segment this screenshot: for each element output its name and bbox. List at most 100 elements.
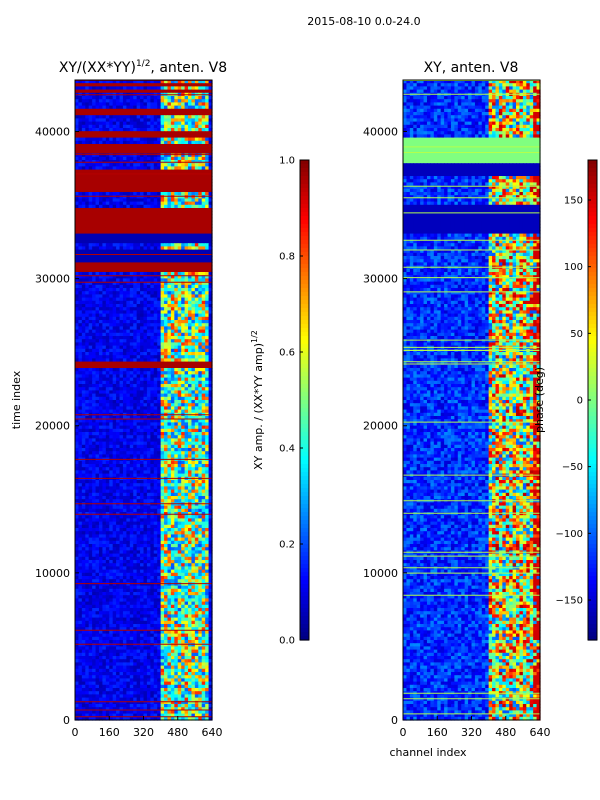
heatmap-cell <box>92 134 97 139</box>
heatmap-cell <box>143 105 148 110</box>
heatmap-cell <box>201 172 206 177</box>
heatmap-cell <box>140 236 145 241</box>
heatmap-cell <box>116 182 121 187</box>
heatmap-cell <box>109 396 114 401</box>
heatmap-cell <box>150 473 155 478</box>
heatmap-cell <box>95 208 100 212</box>
heatmap-cell <box>105 249 110 254</box>
heatmap-cell <box>184 441 189 446</box>
heatmap-cell <box>116 96 121 100</box>
heatmap-cell <box>75 336 80 340</box>
heatmap-cell <box>119 112 124 116</box>
heatmap-cell <box>194 99 199 103</box>
heatmap-cell <box>112 86 117 91</box>
heatmap-cell <box>105 275 110 279</box>
heatmap-cell <box>194 329 199 334</box>
heatmap-cell <box>81 323 86 327</box>
heatmap-cell <box>95 278 100 283</box>
heatmap-cell <box>150 470 155 475</box>
heatmap-cell <box>194 121 199 126</box>
heatmap-cell <box>75 96 80 100</box>
heatmap-cell <box>167 272 172 276</box>
heatmap-cell <box>78 396 83 401</box>
heatmap-cell <box>174 329 179 334</box>
heatmap-cell <box>140 281 145 286</box>
heatmap-cell <box>181 374 186 379</box>
heatmap-cell <box>122 294 127 299</box>
heatmap-cell <box>136 118 141 123</box>
heatmap-cell <box>85 118 90 123</box>
heatmap-cell <box>109 188 114 193</box>
heatmap-cell <box>157 409 162 414</box>
heatmap-cell <box>95 464 100 468</box>
heatmap-cell <box>88 182 93 187</box>
heatmap-cell <box>170 281 175 286</box>
heatmap-cell <box>208 345 213 350</box>
heatmap-cell <box>153 169 158 174</box>
heatmap-cell <box>153 380 158 385</box>
heatmap-cell <box>112 112 117 116</box>
heatmap-cell <box>102 304 107 308</box>
heatmap-cell <box>112 147 117 151</box>
heatmap-cell <box>177 204 182 209</box>
heatmap-cell <box>170 227 175 231</box>
heatmap-cell <box>205 214 210 219</box>
heatmap-cell <box>95 83 100 87</box>
heatmap-cell <box>126 96 131 100</box>
heatmap-cell <box>85 147 90 151</box>
heatmap-cell <box>191 147 196 151</box>
heatmap-cell <box>95 422 100 427</box>
heatmap-cell <box>153 358 158 363</box>
heatmap-cell <box>146 102 151 107</box>
heatmap-cell <box>181 441 186 446</box>
heatmap-cell <box>116 227 121 231</box>
heatmap-cell <box>116 275 121 279</box>
heatmap-cell <box>116 316 121 321</box>
heatmap-cell <box>129 304 134 308</box>
heatmap-cell <box>181 377 186 382</box>
heatmap-cell <box>157 361 162 366</box>
heatmap-cell <box>102 80 107 84</box>
heatmap-cell <box>136 329 141 334</box>
heatmap-cell <box>150 86 155 91</box>
heatmap-cell <box>116 144 121 148</box>
heatmap-cell <box>160 358 165 363</box>
heatmap-cell <box>75 188 80 193</box>
heatmap-cell <box>167 393 172 398</box>
heatmap-cell <box>160 163 165 167</box>
heatmap-cell <box>167 464 172 468</box>
heatmap-cell <box>88 198 93 203</box>
heatmap-cell <box>129 345 134 350</box>
heatmap-cell <box>157 284 162 289</box>
heatmap-cell <box>102 425 107 430</box>
heatmap-cell <box>92 304 97 308</box>
heatmap-cell <box>119 432 124 436</box>
heatmap-cell <box>88 137 93 142</box>
heatmap-cell <box>98 342 103 347</box>
heatmap-cell <box>194 288 199 292</box>
heatmap-cell <box>150 380 155 385</box>
heatmap-cell <box>143 147 148 151</box>
heatmap-cell <box>174 473 179 478</box>
heatmap-cell <box>95 128 100 132</box>
heatmap-cell <box>129 448 134 452</box>
heatmap-cell <box>78 195 83 199</box>
heatmap-cell <box>119 304 124 308</box>
heatmap-cell <box>92 169 97 174</box>
heatmap-cell <box>75 108 80 113</box>
heatmap-cell <box>95 99 100 103</box>
heatmap-cell <box>136 83 141 87</box>
heatmap-cell <box>157 89 162 94</box>
heatmap-cell <box>92 268 97 273</box>
heatmap-cell <box>133 150 138 155</box>
heatmap-cell <box>78 464 83 468</box>
heatmap-cell <box>150 102 155 107</box>
heatmap-cell <box>75 224 80 228</box>
heatmap-cell <box>112 246 117 251</box>
heatmap-cell <box>170 144 175 148</box>
heatmap-cell <box>198 83 203 87</box>
heatmap-cell <box>188 400 193 404</box>
heatmap-cell <box>105 288 110 292</box>
heatmap-cell <box>205 448 210 452</box>
heatmap-cell <box>181 211 186 215</box>
